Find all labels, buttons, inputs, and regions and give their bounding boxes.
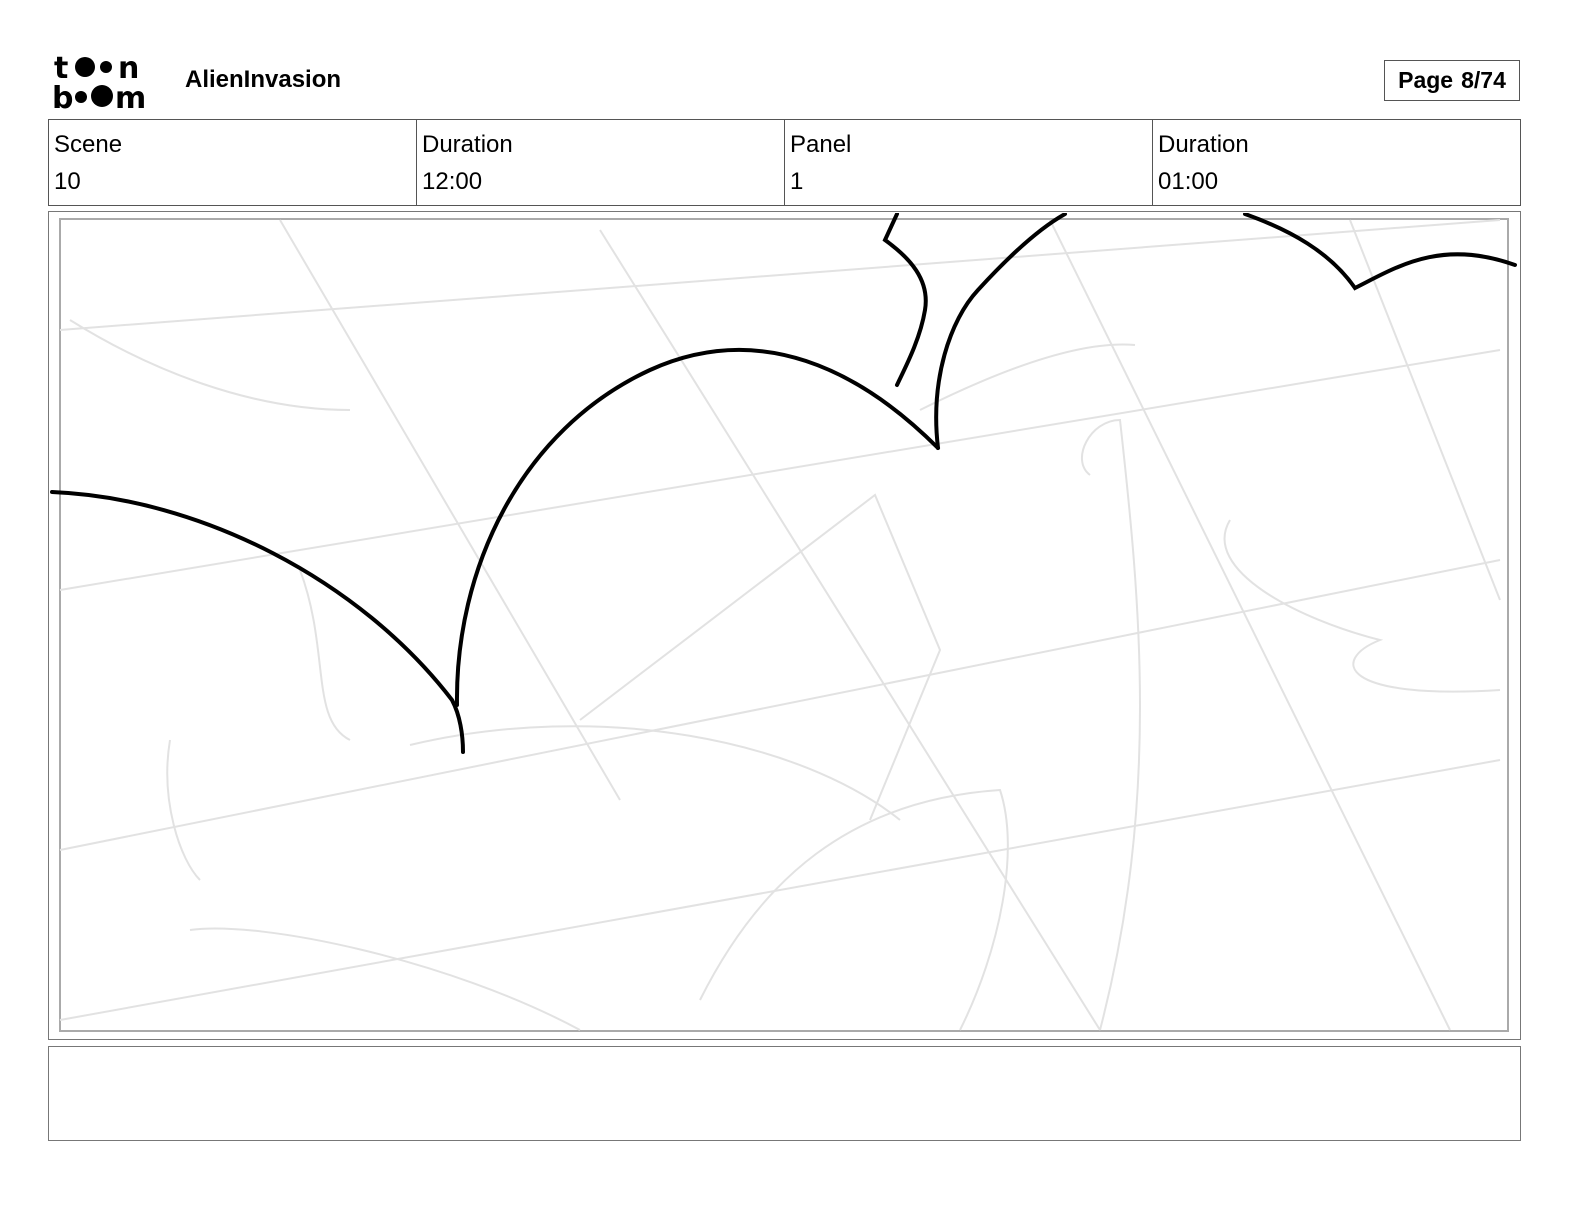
ink-lines — [50, 213, 1517, 754]
page-value: 8/74 — [1461, 67, 1506, 93]
panel-cell: Panel 1 — [785, 120, 1153, 205]
svg-text:n: n — [118, 51, 139, 86]
panel-duration-cell: Duration 01:00 — [1153, 120, 1520, 205]
panel-duration-label: Duration — [1158, 131, 1249, 158]
scene-info-table: Scene 10 Duration 12:00 Panel 1 Duration 01:… — [48, 119, 1521, 206]
scene-value: 10 — [54, 168, 81, 195]
panel-duration-value: 01:00 — [1158, 168, 1219, 195]
scene-duration-cell: Duration 12:00 — [417, 120, 785, 205]
panel-label: Panel — [790, 131, 852, 158]
scene-cell: Scene 10 — [49, 120, 417, 205]
scene-duration-label: Duration — [422, 131, 513, 158]
page-indicator: Page 8/74 — [1384, 60, 1520, 101]
toon-boom-logo: t n b m — [52, 51, 146, 112]
project-title: AlienInvasion — [185, 66, 342, 93]
storyboard-panel — [48, 211, 1521, 1040]
page-label: Page — [1398, 67, 1454, 93]
svg-text:t: t — [54, 51, 68, 86]
rough-sketch-lines — [59, 219, 1501, 1031]
panel-value: 1 — [790, 168, 804, 195]
camera-frame — [59, 218, 1509, 1032]
svg-text:b: b — [52, 81, 73, 112]
scene-label: Scene — [54, 131, 123, 158]
scene-duration-value: 12:00 — [422, 168, 483, 195]
svg-text:m: m — [115, 81, 146, 112]
panel-notes-box — [48, 1046, 1521, 1141]
